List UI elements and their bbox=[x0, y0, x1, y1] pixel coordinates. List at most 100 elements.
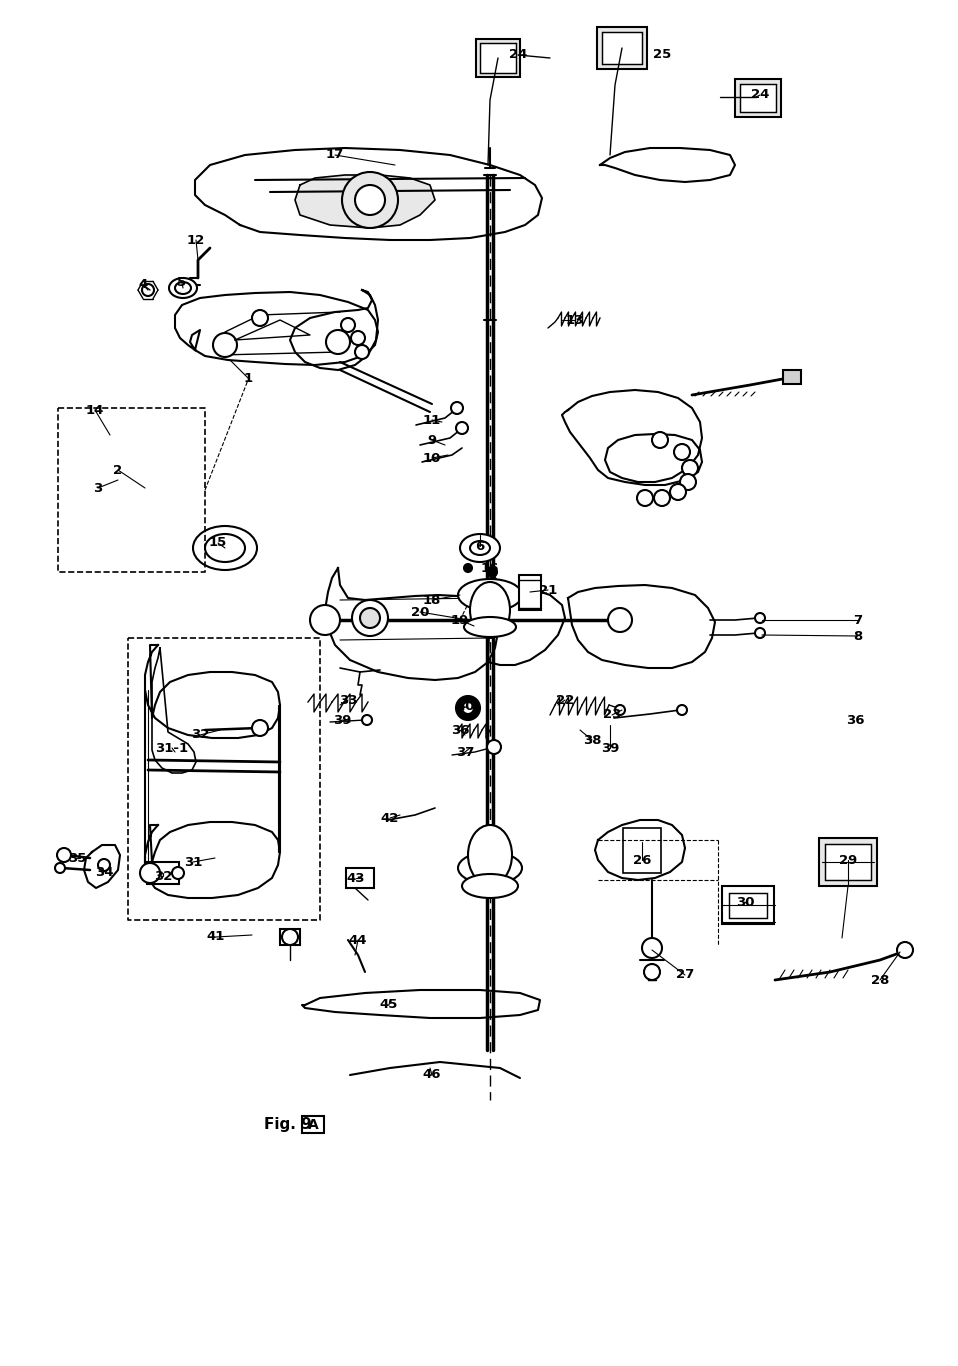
Circle shape bbox=[670, 484, 686, 500]
Circle shape bbox=[487, 567, 497, 576]
Circle shape bbox=[615, 705, 625, 714]
Text: 7: 7 bbox=[854, 613, 862, 627]
Polygon shape bbox=[195, 148, 542, 240]
Circle shape bbox=[637, 490, 653, 505]
Circle shape bbox=[172, 867, 184, 878]
Polygon shape bbox=[302, 990, 540, 1018]
Circle shape bbox=[360, 608, 380, 628]
Text: 8: 8 bbox=[854, 630, 862, 642]
Ellipse shape bbox=[169, 279, 197, 298]
Circle shape bbox=[142, 284, 154, 296]
Text: 35: 35 bbox=[68, 851, 86, 865]
Text: 30: 30 bbox=[736, 896, 754, 908]
Bar bbox=[783, 370, 801, 384]
Circle shape bbox=[355, 184, 385, 214]
Bar bbox=[280, 929, 300, 945]
Circle shape bbox=[326, 331, 350, 354]
Text: 36: 36 bbox=[846, 713, 864, 727]
Circle shape bbox=[674, 444, 690, 460]
Ellipse shape bbox=[205, 534, 245, 561]
Bar bbox=[735, 79, 781, 117]
Text: 40: 40 bbox=[457, 701, 475, 713]
Ellipse shape bbox=[464, 617, 516, 637]
Text: 5: 5 bbox=[177, 276, 187, 290]
Circle shape bbox=[456, 697, 480, 720]
Text: 17: 17 bbox=[326, 149, 344, 161]
Ellipse shape bbox=[193, 526, 257, 570]
Circle shape bbox=[652, 432, 668, 448]
Circle shape bbox=[351, 331, 365, 346]
Text: 46: 46 bbox=[422, 1068, 442, 1082]
Circle shape bbox=[608, 608, 632, 632]
Circle shape bbox=[654, 490, 670, 505]
FancyBboxPatch shape bbox=[302, 1116, 324, 1132]
Polygon shape bbox=[84, 846, 120, 888]
Circle shape bbox=[282, 929, 298, 945]
Circle shape bbox=[352, 600, 388, 637]
Polygon shape bbox=[175, 292, 378, 365]
Text: 10: 10 bbox=[422, 452, 442, 464]
Circle shape bbox=[355, 346, 369, 359]
Text: 15: 15 bbox=[209, 537, 227, 549]
Text: 16: 16 bbox=[481, 561, 499, 575]
Text: 27: 27 bbox=[676, 968, 695, 982]
Bar bbox=[346, 867, 374, 888]
Text: 34: 34 bbox=[95, 866, 113, 878]
Circle shape bbox=[644, 964, 660, 979]
Polygon shape bbox=[568, 585, 715, 668]
Polygon shape bbox=[600, 148, 735, 182]
Text: 45: 45 bbox=[379, 999, 399, 1011]
Circle shape bbox=[464, 564, 472, 572]
Text: 3: 3 bbox=[93, 481, 103, 494]
Polygon shape bbox=[562, 391, 702, 485]
Polygon shape bbox=[152, 647, 196, 773]
Text: 44: 44 bbox=[349, 933, 367, 947]
Text: 36: 36 bbox=[451, 724, 469, 736]
Circle shape bbox=[456, 422, 468, 434]
Polygon shape bbox=[595, 820, 685, 880]
Text: 39: 39 bbox=[601, 742, 619, 754]
Circle shape bbox=[677, 705, 687, 714]
Polygon shape bbox=[145, 645, 280, 738]
Polygon shape bbox=[145, 822, 280, 897]
Bar bbox=[476, 40, 520, 76]
Bar bbox=[623, 828, 661, 873]
Text: 9: 9 bbox=[427, 433, 437, 447]
Ellipse shape bbox=[458, 579, 522, 611]
Circle shape bbox=[451, 402, 463, 414]
Circle shape bbox=[213, 333, 237, 357]
Circle shape bbox=[897, 943, 913, 958]
Bar bbox=[825, 844, 871, 880]
Text: 33: 33 bbox=[339, 694, 357, 706]
Text: 41: 41 bbox=[207, 930, 225, 944]
Text: 4: 4 bbox=[138, 279, 148, 291]
Text: 23: 23 bbox=[603, 709, 621, 721]
Text: 24: 24 bbox=[751, 89, 769, 101]
Circle shape bbox=[362, 714, 372, 725]
Text: 29: 29 bbox=[839, 854, 857, 866]
Bar bbox=[740, 83, 776, 112]
Circle shape bbox=[755, 628, 765, 638]
Text: 1: 1 bbox=[243, 372, 253, 384]
Text: 19: 19 bbox=[451, 613, 469, 627]
Bar bbox=[729, 892, 767, 918]
Text: 31-1: 31-1 bbox=[155, 742, 189, 754]
Bar bbox=[480, 42, 516, 72]
Polygon shape bbox=[488, 587, 565, 665]
Bar bbox=[519, 575, 541, 609]
Text: 24: 24 bbox=[509, 49, 527, 61]
Circle shape bbox=[341, 318, 355, 332]
Text: 39: 39 bbox=[332, 713, 352, 727]
Text: 14: 14 bbox=[86, 403, 104, 417]
Text: 26: 26 bbox=[633, 854, 651, 866]
Ellipse shape bbox=[462, 874, 518, 897]
Bar bbox=[819, 837, 877, 887]
Circle shape bbox=[252, 720, 268, 736]
Circle shape bbox=[755, 613, 765, 623]
Circle shape bbox=[680, 474, 696, 490]
Text: 38: 38 bbox=[582, 734, 602, 746]
Text: 12: 12 bbox=[187, 234, 205, 246]
Text: 11: 11 bbox=[422, 414, 441, 426]
Ellipse shape bbox=[460, 534, 500, 561]
Text: 2: 2 bbox=[113, 463, 123, 477]
